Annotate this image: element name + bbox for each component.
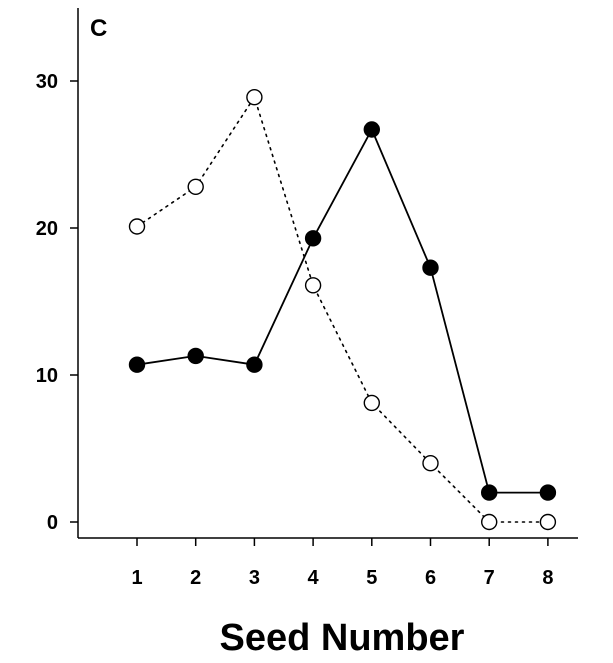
series-2-point: [304, 277, 322, 294]
series-2-point: [539, 513, 557, 531]
series-1-point: [481, 484, 498, 501]
y-tick-label: 20: [36, 218, 58, 240]
y-tick-label: 30: [36, 71, 58, 93]
y-tick-label: 10: [36, 365, 58, 387]
series-2-point: [246, 88, 263, 106]
series: [128, 88, 557, 531]
series-2-point: [481, 513, 498, 531]
y-ticks: 0 10 20 30: [36, 71, 78, 534]
x-tick-label: 5: [366, 567, 377, 589]
x-tick-label: 2: [190, 567, 201, 589]
x-tick-label: 4: [308, 567, 320, 589]
x-tick-label: 6: [425, 567, 436, 589]
series-1-point: [187, 347, 204, 365]
x-tick-label: 3: [249, 567, 260, 589]
series-1-point: [246, 356, 263, 373]
series-1-point: [363, 121, 380, 138]
x-tick-label: 1: [131, 567, 142, 589]
series-2-point: [422, 455, 439, 472]
axes: [77, 8, 578, 539]
x-tick-label: 8: [542, 567, 553, 589]
series-1-line: [136, 127, 549, 494]
series-2-point: [187, 178, 204, 196]
series-2-point: [128, 218, 146, 235]
panel-label: C: [90, 15, 107, 42]
x-axis-title: Seed Number: [220, 617, 465, 659]
series-2-point: [363, 394, 380, 412]
series-1-point: [128, 356, 146, 373]
x-tick-label: 7: [484, 567, 495, 589]
y-tick-label: 0: [47, 512, 58, 534]
series-2-line: [136, 95, 549, 523]
series-1-point: [304, 230, 322, 247]
series-1-point: [539, 484, 557, 501]
series-1-point: [422, 259, 439, 276]
x-ticks: 1 2 3 4 5 6 7 8: [131, 538, 553, 589]
